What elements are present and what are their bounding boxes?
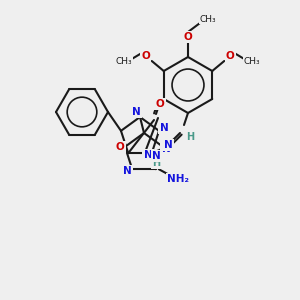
- Text: O: O: [116, 142, 124, 152]
- Text: NH₂: NH₂: [167, 174, 189, 184]
- Text: N: N: [164, 140, 172, 150]
- Text: CH₃: CH₃: [200, 14, 216, 23]
- Text: N: N: [152, 151, 161, 161]
- Text: N: N: [162, 144, 170, 154]
- Text: O: O: [141, 51, 150, 61]
- Text: O: O: [226, 51, 235, 61]
- Text: CH₃: CH₃: [116, 56, 132, 65]
- Text: CH₃: CH₃: [244, 56, 261, 65]
- Text: N: N: [144, 150, 152, 160]
- Text: O: O: [156, 99, 164, 109]
- Text: O: O: [184, 32, 192, 42]
- Text: H: H: [186, 132, 194, 142]
- Text: H: H: [152, 158, 160, 168]
- Text: N: N: [160, 123, 168, 133]
- Text: N: N: [132, 107, 140, 117]
- Text: N: N: [123, 166, 132, 176]
